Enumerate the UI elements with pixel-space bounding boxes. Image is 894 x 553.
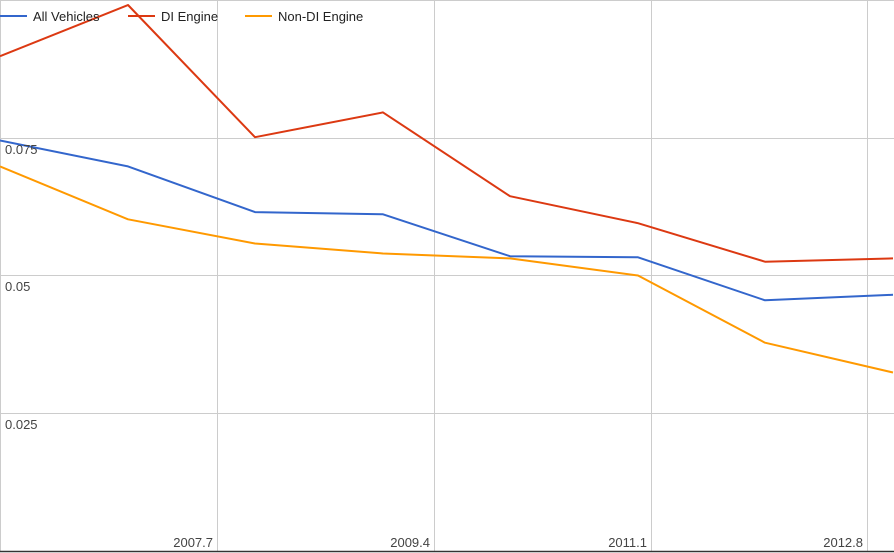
series-line-all-vehicles[interactable] (0, 139, 894, 302)
series-line-di-engine[interactable] (0, 4, 894, 263)
legend-label: DI Engine (161, 9, 218, 24)
legend-item-di-engine[interactable]: DI Engine (128, 9, 218, 24)
x-tick-label: 2011.1 (608, 535, 647, 550)
x-tick-label: 2009.4 (390, 535, 430, 550)
y-tick-label: 0.05 (5, 279, 30, 294)
x-axis-labels: 2007.7 2009.4 2011.1 2012.8 (173, 535, 863, 550)
legend-item-non-di-engine[interactable]: Non-DI Engine (245, 9, 363, 24)
legend-item-all-vehicles[interactable]: All Vehicles (0, 9, 100, 24)
y-tick-label: 0.075 (5, 142, 38, 157)
y-axis-labels: 0.075 0.05 0.025 (5, 142, 38, 432)
legend-label: All Vehicles (33, 9, 100, 24)
x-tick-label: 2012.8 (823, 535, 863, 550)
series-lines (0, 4, 894, 374)
legend: All Vehicles DI Engine Non-DI Engine (0, 9, 363, 24)
y-tick-label: 0.025 (5, 417, 38, 432)
x-tick-label: 2007.7 (173, 535, 213, 550)
legend-label: Non-DI Engine (278, 9, 363, 24)
series-line-non-di-engine[interactable] (0, 165, 894, 374)
